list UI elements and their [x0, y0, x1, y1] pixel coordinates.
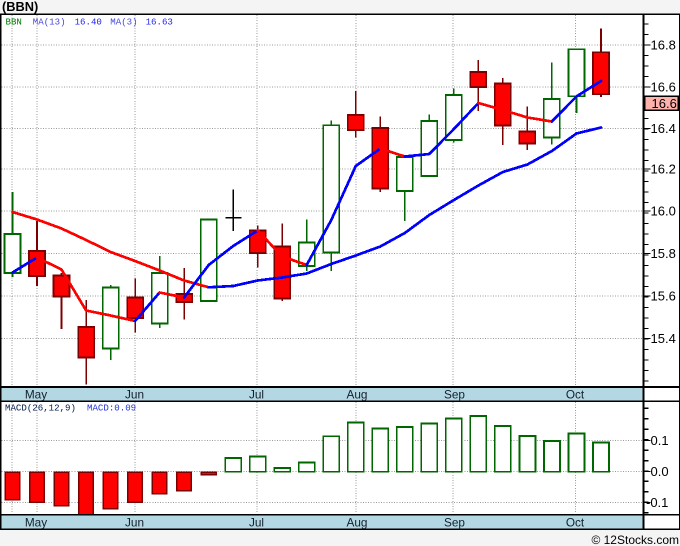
- svg-text:16.8: 16.8: [651, 38, 676, 53]
- svg-text:May: May: [25, 388, 47, 402]
- svg-text:15.4: 15.4: [651, 331, 676, 346]
- svg-text:16.0: 16.0: [651, 204, 676, 219]
- svg-text:0.0: 0.0: [651, 464, 669, 479]
- svg-text:Sep: Sep: [444, 388, 465, 402]
- svg-text:MA(3): MA(3): [110, 16, 137, 27]
- svg-text:15.6: 15.6: [651, 289, 676, 304]
- svg-text:0.1: 0.1: [651, 433, 669, 448]
- svg-text:16.4: 16.4: [651, 121, 676, 136]
- svg-text:16.6: 16.6: [651, 80, 676, 95]
- svg-text:Jun: Jun: [125, 515, 144, 529]
- svg-text:-0.1: -0.1: [646, 495, 668, 510]
- svg-text:Jul: Jul: [249, 515, 264, 529]
- svg-text:Oct: Oct: [566, 515, 585, 529]
- svg-text:May: May: [25, 515, 47, 529]
- svg-text:(BBN): (BBN): [2, 0, 38, 14]
- svg-text:© 12Stocks.com: © 12Stocks.com: [591, 533, 679, 546]
- svg-text:15.8: 15.8: [651, 246, 676, 261]
- svg-text:MACD(26,12,9): MACD(26,12,9): [5, 402, 76, 413]
- svg-text:Oct: Oct: [566, 388, 585, 402]
- svg-text:16.63: 16.63: [146, 16, 173, 27]
- svg-text:Aug: Aug: [347, 515, 368, 529]
- svg-text:Sep: Sep: [444, 515, 465, 529]
- svg-text:16.6: 16.6: [652, 96, 677, 111]
- svg-text:Aug: Aug: [347, 388, 368, 402]
- svg-text:MACD:0.09: MACD:0.09: [87, 402, 136, 413]
- svg-text:Jun: Jun: [125, 388, 144, 402]
- svg-text:BBN: BBN: [6, 16, 22, 27]
- svg-text:MA(13): MA(13): [33, 16, 66, 27]
- svg-text:16.2: 16.2: [651, 162, 676, 177]
- svg-text:16.40: 16.40: [75, 16, 102, 27]
- svg-text:Jul: Jul: [249, 388, 264, 402]
